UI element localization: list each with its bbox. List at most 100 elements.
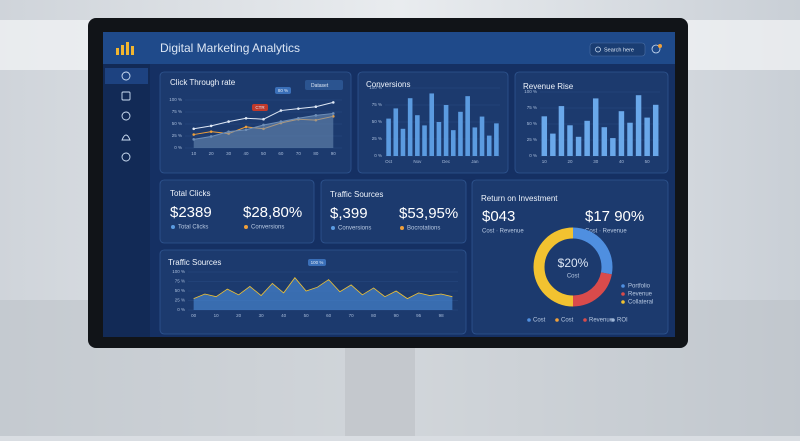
bar <box>465 96 470 156</box>
kpi-value: $2389 <box>170 204 212 221</box>
x-tick-label: 20 <box>567 159 573 164</box>
dataset-menu-label: Dataset <box>311 83 329 89</box>
dataset-menu[interactable] <box>305 80 343 90</box>
y-tick-label: 50 % <box>527 121 537 126</box>
x-tick-label: 98 <box>439 313 445 318</box>
legend-label: Cost <box>533 318 546 324</box>
legend-dot <box>611 318 615 322</box>
notification-dot <box>658 44 662 48</box>
legend-dot <box>555 318 559 322</box>
bar <box>386 118 391 156</box>
panel-title: Traffic Sources <box>330 190 383 199</box>
sidebar-active[interactable] <box>105 68 148 84</box>
panel <box>320 179 467 244</box>
y-tick-label: 25 % <box>172 133 182 138</box>
x-tick-label: 20 <box>209 151 215 156</box>
bar <box>436 122 442 156</box>
search-icon <box>595 46 601 53</box>
bar <box>618 111 625 156</box>
point <box>227 130 230 133</box>
sidebar-icons[interactable] <box>121 71 131 162</box>
donut-center-label: Cost <box>567 274 580 280</box>
x-tick-label: 70 <box>296 151 302 156</box>
point <box>244 128 248 132</box>
x-tick-label: 40 <box>281 313 287 318</box>
legend-label: Portfolio <box>628 284 651 290</box>
point <box>209 130 213 133</box>
x-tick-label: 50 <box>261 151 267 156</box>
x-tick-label: 60 <box>278 151 284 156</box>
y-tick-label: 100 % <box>369 85 382 90</box>
y-tick-label: 25 % <box>372 136 382 141</box>
x-tick-label: 20 <box>236 313 242 318</box>
panel <box>159 179 315 244</box>
y-tick-label: 0 % <box>529 153 537 158</box>
header-bar <box>103 32 675 64</box>
badge-label: 80 % <box>278 88 288 93</box>
legend-label: Revenue <box>589 318 614 324</box>
legend-dot <box>621 284 625 288</box>
x-tick-label: 90 <box>331 151 337 156</box>
y-tick-label: 25 % <box>527 137 537 142</box>
kpi-label: Conversions <box>251 225 284 231</box>
x-tick-label: Nov <box>413 159 422 164</box>
bar <box>584 120 590 156</box>
y-tick-label: 100 % <box>172 269 185 274</box>
x-tick-label: 50 <box>304 313 310 318</box>
legend-dot <box>621 300 625 304</box>
badge <box>275 87 291 94</box>
area <box>193 113 334 148</box>
bar <box>443 105 449 156</box>
x-tick-label: Oct <box>385 159 393 164</box>
point <box>297 107 300 110</box>
kpi-label: Cost · Revenue <box>482 229 524 235</box>
x-tick-label: 40 <box>619 159 625 164</box>
bar <box>415 115 420 156</box>
kpi-value: $17 90% <box>585 208 644 225</box>
y-tick-label: 75 % <box>527 105 537 110</box>
y-tick-label: 50 % <box>175 288 185 293</box>
y-tick-label: 75 % <box>372 102 382 107</box>
x-tick-label: 30 <box>226 151 232 156</box>
x-tick-label: 70 <box>349 313 355 318</box>
point <box>227 120 230 123</box>
kpi-label: Conversions <box>338 226 371 232</box>
bar <box>450 130 456 156</box>
bar <box>592 98 599 156</box>
bar <box>567 125 573 156</box>
bar <box>610 138 616 156</box>
bar <box>393 108 399 156</box>
point <box>192 133 196 136</box>
point <box>192 127 196 131</box>
point <box>244 116 248 120</box>
kpi-label: Bocrotations <box>407 226 440 232</box>
legend-label: Cost <box>561 318 574 324</box>
legend-dot <box>583 318 587 322</box>
kpi-dot <box>331 226 335 230</box>
point <box>331 101 335 104</box>
x-tick-label: 95 <box>416 313 422 318</box>
donut-slice <box>572 227 613 275</box>
donut-slice <box>533 227 574 307</box>
bar <box>550 133 556 156</box>
x-tick-label: 30 <box>593 159 599 164</box>
search-box[interactable] <box>589 42 646 57</box>
search-placeholder: Search here <box>604 47 634 53</box>
point <box>314 114 318 117</box>
logo <box>116 42 134 55</box>
kpi-value: $043 <box>482 208 515 225</box>
kpi-value: $28,80% <box>243 204 302 221</box>
line <box>193 277 453 300</box>
cart-icon[interactable] <box>651 44 661 54</box>
x-tick-label: 30 <box>259 313 265 318</box>
bar <box>541 116 548 156</box>
kpi-label: Total Clicks <box>178 225 208 231</box>
bar <box>494 123 499 156</box>
point <box>262 117 265 121</box>
y-tick-label: 50 % <box>372 119 382 124</box>
kpi-dot <box>400 226 404 230</box>
bar <box>627 122 633 156</box>
panel-title: Conversions <box>366 80 410 89</box>
legend-label: Revenue <box>628 292 653 298</box>
